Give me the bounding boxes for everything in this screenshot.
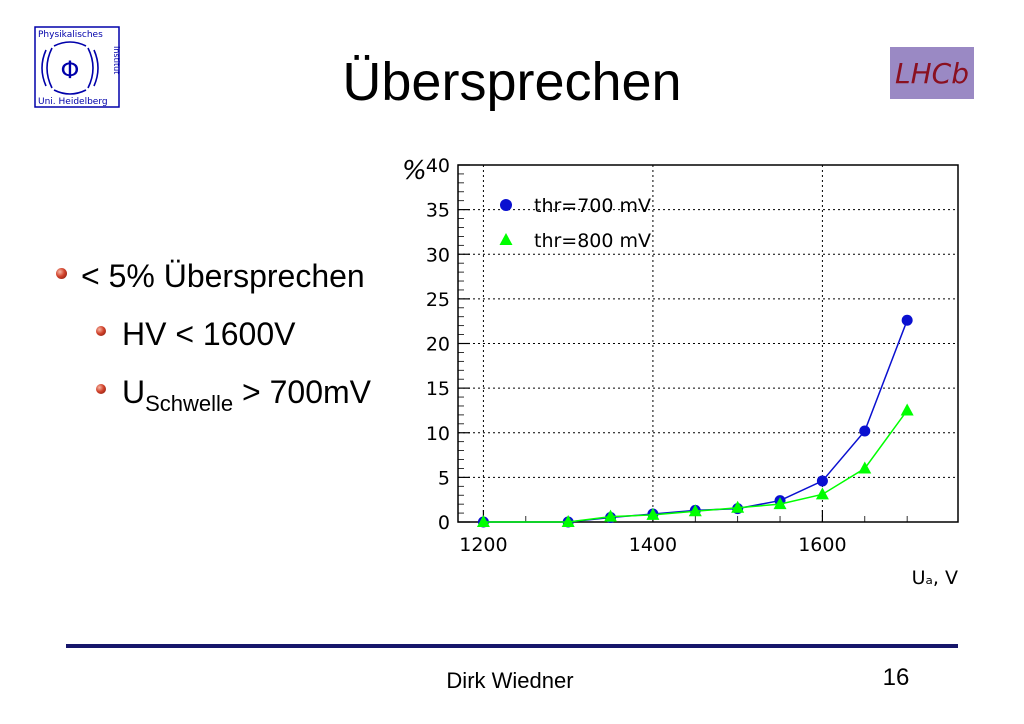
data-point [900, 403, 914, 416]
data-point [604, 509, 618, 522]
bullet-ball-icon [56, 267, 67, 279]
phi-symbol: Φ [61, 56, 80, 84]
y-tick-label: 40 [426, 155, 450, 177]
legend-label: thr=700 mV [534, 195, 651, 217]
series-line [483, 320, 908, 523]
logo-line-top: Physikalisches [38, 30, 103, 40]
series-line [483, 409, 908, 523]
bullet-ball-icon [96, 384, 106, 394]
author-name: Dirk Wiedner [446, 668, 574, 693]
y-tick-label: 15 [426, 378, 450, 400]
bullet-text: < 5% Übersprechen [81, 258, 365, 294]
bullet-text: HV < 1600V [122, 316, 296, 352]
legend-marker [500, 199, 512, 211]
bullet-text: USchwelle > 700mV [122, 374, 372, 415]
bullet-subscript: Schwelle [145, 391, 234, 416]
y-tick-label: 25 [426, 289, 450, 311]
data-point [773, 497, 787, 510]
data-point [731, 500, 745, 513]
data-point [476, 515, 490, 527]
y-tick-label: 30 [426, 244, 450, 266]
chart-svg: 0 5 10 15 20 25 30 35 40 1200 1400 1600% Uₐ, V thr=70… [402, 155, 959, 589]
y-tick-label: 35 [426, 200, 450, 222]
y-tick-label: 10 [426, 423, 450, 445]
logo-line-bottom: Uni. Heidelberg [38, 97, 108, 107]
data-point [815, 487, 829, 500]
data-point [859, 425, 871, 437]
bullet-ball-icon [96, 326, 106, 336]
data-point [901, 314, 913, 326]
x-tick-label: 1600 [798, 534, 846, 556]
slide-title: Übersprechen [342, 52, 682, 112]
bullet-rest: > 700mV [233, 374, 372, 410]
x-axis-label: Uₐ, V [912, 567, 958, 589]
y-tick-label: 0 [438, 512, 450, 534]
y-tick-label: 20 [426, 334, 450, 356]
footer-line [66, 644, 958, 648]
data-point [858, 461, 872, 474]
sub-bullet-item: HV < 1600V [96, 314, 295, 354]
data-point [688, 504, 702, 517]
y-axis-label: % [402, 156, 427, 186]
institute-logo: Physikalisches Uni. Heidelberg Institut … [34, 26, 121, 108]
lhcb-logo: LHCb [890, 47, 974, 99]
bullet-item: < 5% Übersprechen [56, 256, 365, 296]
legend-label: thr=800 mV [534, 230, 651, 252]
page-number: 16 [882, 664, 910, 691]
y-tick-label: 5 [438, 467, 450, 489]
data-point [646, 507, 660, 520]
bullet-main: U [122, 374, 146, 410]
data-point [816, 475, 828, 487]
crosstalk-chart: 0 5 10 15 20 25 30 35 40 1200 1400 1600% Uₐ, V thr=70… [380, 140, 980, 610]
lhcb-logo-text: LHCb [895, 57, 969, 90]
logo-line-vertical: Institut [112, 46, 120, 74]
legend-marker [499, 233, 513, 245]
sub-bullet-item: USchwelle > 700mV [96, 372, 372, 415]
x-tick-label: 1400 [629, 534, 677, 556]
data-point [561, 515, 575, 527]
x-tick-label: 1200 [459, 534, 507, 556]
